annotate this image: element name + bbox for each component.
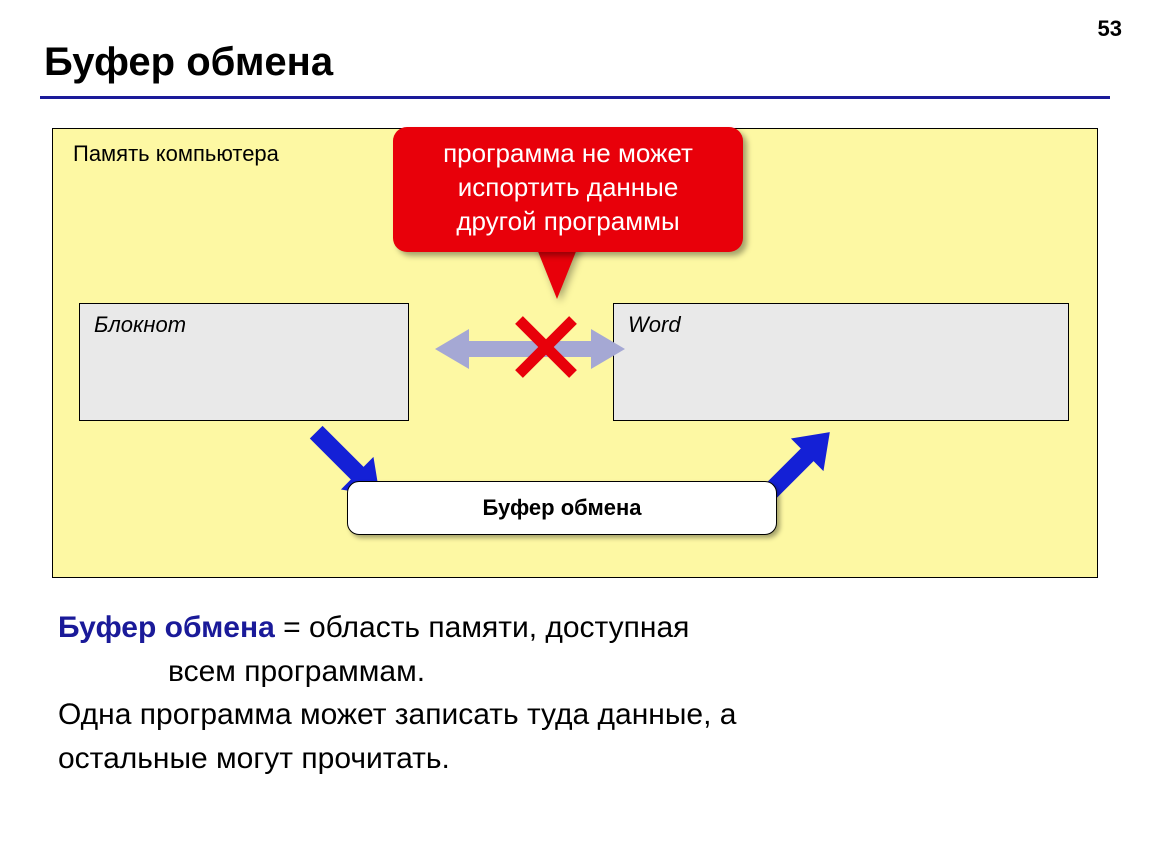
definition-line-1-rest: = область памяти, доступная bbox=[275, 611, 690, 644]
definition-term: Буфер обмена bbox=[58, 611, 275, 644]
definition-line-4: остальные могут прочитать. bbox=[58, 737, 1088, 781]
slide-title: Буфер обмена bbox=[44, 40, 333, 85]
memory-label: Память компьютера bbox=[73, 141, 279, 167]
callout-bubble: программа не может испортить данные друг… bbox=[393, 127, 743, 252]
definition-line-2: всем программам. bbox=[168, 650, 1088, 694]
app-box-notepad: Блокнот bbox=[79, 303, 409, 421]
callout-line-3: другой программы bbox=[407, 205, 729, 239]
clipboard-box: Буфер обмена bbox=[347, 481, 777, 535]
definition-line-3: Одна программа может записать туда данны… bbox=[58, 693, 1088, 737]
app-label-notepad: Блокнот bbox=[94, 312, 186, 337]
clipboard-label: Буфер обмена bbox=[483, 495, 642, 521]
app-box-word: Word bbox=[613, 303, 1069, 421]
app-label-word: Word bbox=[628, 312, 681, 337]
x-mark-icon bbox=[511, 312, 581, 382]
definition-block: Буфер обмена = область памяти, доступная… bbox=[58, 606, 1088, 780]
definition-line-1: Буфер обмена = область памяти, доступная bbox=[58, 606, 1088, 650]
diagram-memory-container: Память компьютера программа не может исп… bbox=[52, 128, 1098, 578]
callout-line-1: программа не может bbox=[407, 137, 729, 171]
title-underline bbox=[40, 96, 1110, 99]
page-number: 53 bbox=[1098, 16, 1122, 42]
callout-line-2: испортить данные bbox=[407, 171, 729, 205]
